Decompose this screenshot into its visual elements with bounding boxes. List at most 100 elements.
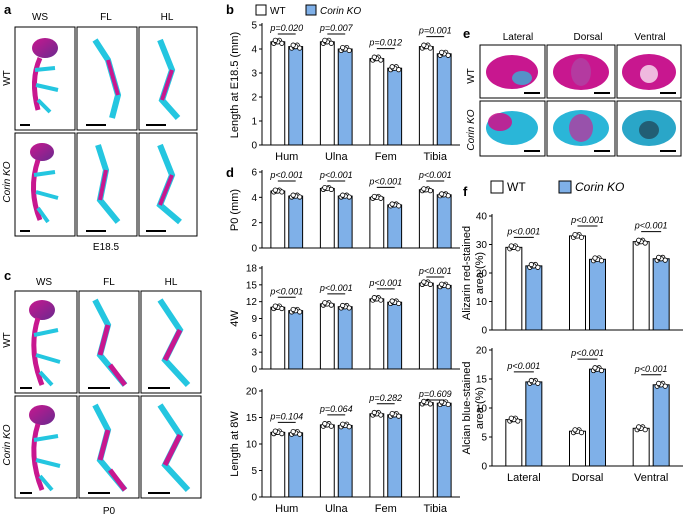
bar-ko	[288, 195, 304, 249]
panel-c-caption: P0	[103, 506, 116, 517]
panel-b-letter: b	[226, 2, 234, 17]
bar-ko	[337, 48, 353, 146]
legend-ko-label: Corin KO	[575, 180, 624, 194]
data-point	[656, 254, 662, 260]
bar-ko	[436, 284, 452, 370]
legend-ko-swatch	[305, 4, 317, 16]
y-tick-label: 10	[476, 297, 488, 308]
data-point	[272, 428, 278, 434]
photo-a-wt-fl	[76, 26, 138, 131]
bar-ko	[337, 424, 353, 498]
y-tick-label: 40	[476, 212, 488, 223]
data-point	[371, 193, 377, 200]
panel-e: e Lateral Dorsal Ventral WT Corin KO	[463, 26, 682, 157]
legend-ko-label: Corin KO	[320, 6, 361, 17]
category-label: Lateral	[507, 472, 541, 484]
bar-ko	[436, 402, 452, 498]
y-tick-label: 6	[251, 168, 257, 179]
p-value-label: p=0.020	[269, 23, 303, 33]
y-tick-label: 2	[251, 218, 257, 229]
bar-ko	[387, 301, 403, 370]
bar-ko	[589, 258, 606, 331]
y-tick-label: 0	[251, 244, 257, 255]
data-point	[572, 231, 578, 238]
p-value-label: p=0.001	[418, 26, 452, 36]
category-label: Hum	[275, 151, 298, 163]
bar-wt	[418, 46, 434, 146]
panel-c-col-ws: WS	[36, 277, 52, 288]
category-label: Ulna	[325, 503, 349, 515]
p-value-label: p<0.001	[319, 283, 353, 293]
data-point	[340, 421, 346, 427]
p-value-label: p<0.001	[506, 361, 540, 371]
bar-ko	[652, 258, 670, 331]
category-label: Ulna	[325, 151, 349, 163]
panel-a-letter: a	[4, 2, 12, 17]
panel-c-letter: c	[4, 268, 11, 283]
p-value-label: p<0.001	[368, 278, 402, 288]
bar-wt	[505, 246, 523, 331]
y-tick-label: 0	[251, 365, 257, 376]
data-point	[389, 298, 395, 304]
photo-a-ko-fl	[76, 132, 138, 237]
data-point	[421, 42, 427, 48]
panel-a-col-hl: HL	[161, 12, 174, 23]
bar-wt	[270, 431, 286, 498]
p-value-label: p<0.001	[368, 176, 402, 186]
bar-wt	[569, 430, 586, 467]
category-label: Tibia	[424, 151, 448, 163]
legend-f: f WT Corin KO	[463, 180, 624, 199]
y-tick-label: 1	[251, 117, 257, 128]
panel-e-col-lateral: Lateral	[503, 32, 534, 43]
y-tick-label: 12	[246, 297, 258, 308]
y-tick-label: 3	[251, 348, 257, 359]
y-axis-label: Length at E18.5 (mm)	[229, 32, 241, 138]
y-tick-label: 0	[481, 326, 487, 337]
panel-c: c WS FL HL WT Corin KO	[2, 268, 202, 517]
y-tick-label: 5	[481, 433, 487, 444]
panel-c-row-ko: Corin KO	[2, 424, 13, 465]
data-point	[340, 302, 346, 309]
data-point	[439, 191, 445, 197]
p-value-label: p<0.001	[269, 170, 303, 180]
data-point	[322, 37, 328, 43]
y-axis-label: Alizarin red-stained	[461, 226, 473, 320]
bar-wt	[319, 187, 335, 249]
bar-ko	[589, 368, 606, 467]
bar-wt	[418, 402, 434, 498]
data-point	[528, 377, 534, 384]
p-value-label: p<0.001	[506, 226, 540, 236]
y-tick-label: 18	[246, 264, 258, 275]
bar-ko	[436, 53, 452, 146]
data-point	[340, 44, 346, 51]
data-point	[389, 201, 395, 207]
data-point	[508, 243, 514, 249]
panel-a-col-fl: FL	[100, 12, 112, 23]
y-tick-label: 4	[251, 45, 257, 56]
category-label: Fem	[375, 151, 397, 163]
p-value-label: p<0.001	[319, 170, 353, 180]
y-tick-label: 15	[246, 413, 258, 424]
data-point	[636, 237, 642, 243]
bar-wt	[270, 306, 286, 370]
data-point	[290, 192, 296, 198]
y-tick-label: 0	[481, 462, 487, 473]
category-label: Hum	[275, 503, 298, 515]
bar-wt	[369, 196, 385, 249]
y-tick-label: 20	[476, 346, 488, 357]
data-point	[290, 306, 296, 313]
panel-a-col-ws: WS	[32, 12, 48, 23]
panel-a-caption: E18.5	[93, 242, 120, 253]
category-label: Fem	[375, 503, 397, 515]
p-value-label: p<0.001	[570, 348, 604, 358]
bar-ko	[288, 46, 304, 146]
p-value-label: p=0.007	[319, 23, 354, 33]
bar-wt	[319, 303, 335, 370]
panel-a-row-ko: Corin KO	[2, 161, 13, 202]
data-point	[272, 37, 278, 43]
panel-a: a WS FL HL WT Corin KO	[2, 2, 198, 253]
p-value-label: p=0.282	[368, 393, 402, 403]
y-tick-label: 15	[246, 280, 258, 291]
bar-ko	[288, 310, 304, 370]
bar-ko	[288, 432, 304, 498]
